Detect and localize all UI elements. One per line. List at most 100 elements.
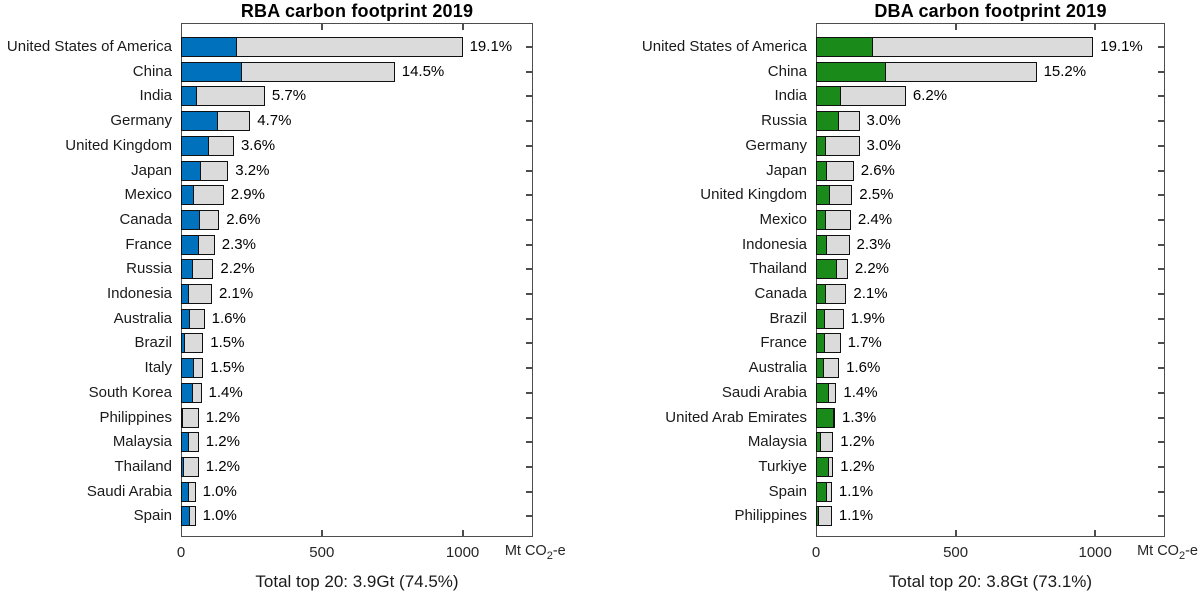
bar-total bbox=[816, 481, 832, 502]
bar-highlight-segment bbox=[182, 285, 189, 303]
y-axis-row-tick bbox=[1158, 490, 1164, 493]
pct-label: 1.2% bbox=[205, 457, 240, 475]
bar-highlight-segment bbox=[817, 359, 824, 378]
y-axis-row-tick bbox=[1158, 342, 1164, 345]
y-axis-row-tick bbox=[526, 367, 532, 370]
y-axis-row-tick bbox=[526, 391, 532, 394]
bar-total bbox=[816, 333, 841, 354]
bar-highlight-segment bbox=[182, 359, 195, 378]
pct-label: 2.6% bbox=[226, 210, 261, 228]
bar-highlight-segment bbox=[182, 507, 190, 526]
bar-highlight-segment bbox=[817, 408, 834, 427]
y-axis-row-tick bbox=[526, 441, 532, 444]
bar-highlight-segment bbox=[182, 87, 198, 106]
bar-highlight-segment bbox=[817, 62, 887, 81]
bar-highlight-segment bbox=[182, 210, 201, 229]
bar-highlight-segment bbox=[817, 87, 841, 106]
country-label: United Arab Emirates bbox=[665, 408, 807, 426]
bar-highlight-segment bbox=[182, 457, 185, 476]
bar-total bbox=[816, 234, 850, 255]
pct-label: 1.4% bbox=[208, 383, 243, 401]
y-axis-row-tick bbox=[526, 342, 532, 345]
country-label: Germany bbox=[745, 136, 807, 154]
bar-total bbox=[181, 209, 220, 230]
y-axis-row-tick bbox=[1158, 169, 1164, 172]
pct-label: 3.6% bbox=[240, 136, 276, 154]
bar-highlight-segment bbox=[817, 112, 839, 131]
x-axis-tick-top bbox=[461, 24, 464, 31]
bar-highlight-segment bbox=[817, 210, 826, 229]
pct-label: 1.9% bbox=[850, 309, 885, 327]
pct-label: 2.3% bbox=[856, 235, 891, 253]
y-axis-row-tick bbox=[1158, 243, 1164, 246]
country-label: United Kingdom bbox=[700, 186, 807, 204]
y-axis-row-tick bbox=[1158, 465, 1164, 468]
pct-label: 2.2% bbox=[854, 260, 890, 278]
pct-label: 2.3% bbox=[221, 235, 256, 253]
y-axis-row-tick bbox=[1158, 293, 1164, 295]
pct-label: 1.2% bbox=[840, 457, 875, 475]
x-axis-tick-bottom bbox=[954, 529, 957, 536]
y-axis-row-tick bbox=[526, 243, 532, 246]
bar-total bbox=[816, 185, 853, 206]
y-axis-row-tick bbox=[526, 465, 532, 468]
bar-total bbox=[816, 259, 848, 280]
bar-highlight-segment bbox=[182, 408, 184, 427]
y-axis-row-tick bbox=[526, 120, 532, 123]
country-label: Thailand bbox=[114, 457, 172, 475]
y-axis-row-tick bbox=[1158, 367, 1164, 370]
bar-highlight-segment bbox=[817, 482, 827, 501]
pct-label: 5.7% bbox=[271, 87, 307, 105]
unit-prefix: Mt CO bbox=[504, 543, 547, 559]
country-label: United States of America bbox=[6, 38, 172, 55]
y-axis-row-tick bbox=[526, 169, 532, 172]
pct-label: 2.5% bbox=[859, 186, 894, 204]
country-label: Saudi Arabia bbox=[721, 383, 807, 401]
country-label: Brazil bbox=[134, 334, 172, 352]
y-axis-row-tick bbox=[1158, 46, 1164, 48]
country-label: Indonesia bbox=[741, 235, 807, 253]
bar-total bbox=[181, 37, 463, 57]
bar-total bbox=[181, 135, 234, 156]
pct-label: 4.7% bbox=[257, 112, 292, 130]
unit-prefix: Mt CO bbox=[1137, 543, 1179, 559]
chart-footer: Total top 20: 3.9Gt (74.5%) bbox=[255, 572, 459, 591]
pct-label: 1.0% bbox=[202, 482, 237, 500]
country-label: Turkiye bbox=[758, 457, 807, 475]
country-label: Australia bbox=[113, 309, 172, 327]
country-label: Canada bbox=[119, 210, 172, 228]
plot-box bbox=[816, 23, 1165, 537]
bar-total bbox=[816, 61, 1037, 82]
country-label: Australia bbox=[748, 359, 807, 377]
pct-label: 14.5% bbox=[401, 62, 445, 80]
pct-label: 2.1% bbox=[853, 285, 888, 302]
bar-total bbox=[181, 308, 205, 329]
y-axis-row-tick bbox=[526, 416, 532, 419]
bar-highlight-segment bbox=[182, 161, 202, 180]
bar-highlight-segment bbox=[817, 235, 827, 254]
bar-highlight-segment bbox=[182, 235, 200, 254]
bar-total bbox=[181, 234, 215, 255]
bar-total bbox=[181, 86, 265, 107]
bar-highlight-segment bbox=[817, 186, 830, 205]
bar-highlight-segment bbox=[182, 482, 189, 501]
pct-label: 1.3% bbox=[841, 408, 877, 426]
bar-total bbox=[181, 259, 214, 280]
y-axis-row-tick bbox=[526, 194, 532, 197]
pct-label: 1.2% bbox=[205, 433, 240, 451]
pct-label: 19.1% bbox=[1100, 38, 1143, 55]
country-label: Canada bbox=[754, 285, 807, 302]
pct-label: 1.6% bbox=[211, 309, 246, 327]
bar-highlight-segment bbox=[817, 260, 837, 279]
bar-total bbox=[181, 382, 202, 403]
y-axis-row-tick bbox=[526, 46, 532, 48]
x-tick-label: 500 bbox=[943, 544, 969, 561]
country-label: Spain bbox=[768, 482, 807, 500]
unit-suffix: -e bbox=[1185, 543, 1198, 559]
bar-highlight-segment bbox=[817, 433, 821, 452]
country-label: India bbox=[139, 87, 172, 105]
bar-total bbox=[816, 456, 834, 477]
bar-total bbox=[181, 111, 251, 132]
